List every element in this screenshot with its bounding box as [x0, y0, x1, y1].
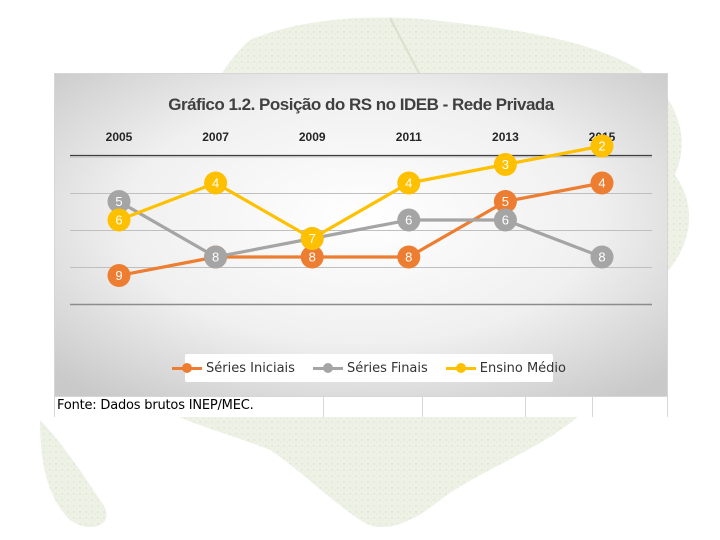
legend-swatch	[312, 362, 343, 374]
legend-item: Séries Finais	[312, 360, 428, 376]
data-label: 8	[309, 250, 316, 265]
data-label: 4	[405, 176, 412, 191]
legend-label: Ensino Médio	[479, 360, 566, 376]
data-point	[590, 171, 614, 195]
data-point	[590, 245, 614, 269]
data-point	[493, 208, 517, 232]
series-line	[118, 200, 603, 259]
series-line	[118, 144, 603, 241]
legend-label: Séries Iniciais	[206, 360, 295, 376]
series-line	[118, 181, 603, 278]
data-label: 5	[115, 194, 122, 209]
chart-area: Gráfico 1.2. Posição do RS no IDEB - Red…	[55, 74, 667, 396]
data-point	[107, 264, 131, 287]
chart-background	[55, 74, 667, 396]
data-label: 9	[115, 268, 122, 283]
legend-label: Séries Finais	[346, 360, 428, 376]
data-point	[397, 171, 421, 195]
legend-swatch	[445, 362, 476, 374]
x-tick-label: 2009	[299, 130, 326, 144]
x-tick-label: 2007	[202, 130, 229, 144]
data-point	[300, 245, 324, 269]
data-label: 6	[115, 213, 122, 228]
data-label: 4	[598, 176, 605, 191]
data-label: 7	[309, 231, 316, 246]
data-label: 6	[502, 213, 509, 228]
data-point	[204, 171, 228, 195]
x-tick-label: 2005	[106, 130, 133, 144]
data-label: 6	[405, 213, 412, 228]
chart-sheet: Gráfico 1.2. Posição do RS no IDEB - Red…	[54, 73, 668, 417]
data-point	[107, 190, 131, 213]
data-label: 8	[598, 250, 605, 265]
data-label: 2	[598, 139, 605, 154]
data-point	[493, 153, 517, 176]
data-point	[493, 190, 517, 213]
spreadsheet-footer-row: Fonte: Dados brutos INEP/MEC.	[55, 396, 667, 417]
line-chart: Gráfico 1.2. Posição do RS no IDEB - Red…	[55, 74, 667, 396]
x-tick-label: 2013	[492, 130, 519, 144]
data-point	[204, 245, 228, 269]
legend-item: Ensino Médio	[445, 360, 566, 376]
data-label: 3	[502, 157, 509, 172]
data-point	[590, 134, 614, 158]
legend: Séries Iniciais Séries Finais Ensino Médio	[172, 354, 566, 382]
data-label: 5	[502, 194, 509, 209]
data-label: 8	[212, 250, 219, 265]
data-point	[300, 227, 324, 250]
legend-item: Séries Iniciais	[172, 361, 295, 376]
data-point	[107, 208, 131, 232]
data-label: 4	[212, 176, 219, 191]
legend-swatch	[172, 362, 203, 374]
source-note: Fonte: Dados brutos INEP/MEC.	[57, 398, 254, 413]
data-label: 8	[405, 250, 412, 265]
data-point	[397, 208, 421, 232]
x-tick-label: 2011	[396, 130, 422, 144]
data-point	[397, 245, 421, 269]
chart-title: Gráfico 1.2. Posição do RS no IDEB - Red…	[168, 95, 555, 114]
